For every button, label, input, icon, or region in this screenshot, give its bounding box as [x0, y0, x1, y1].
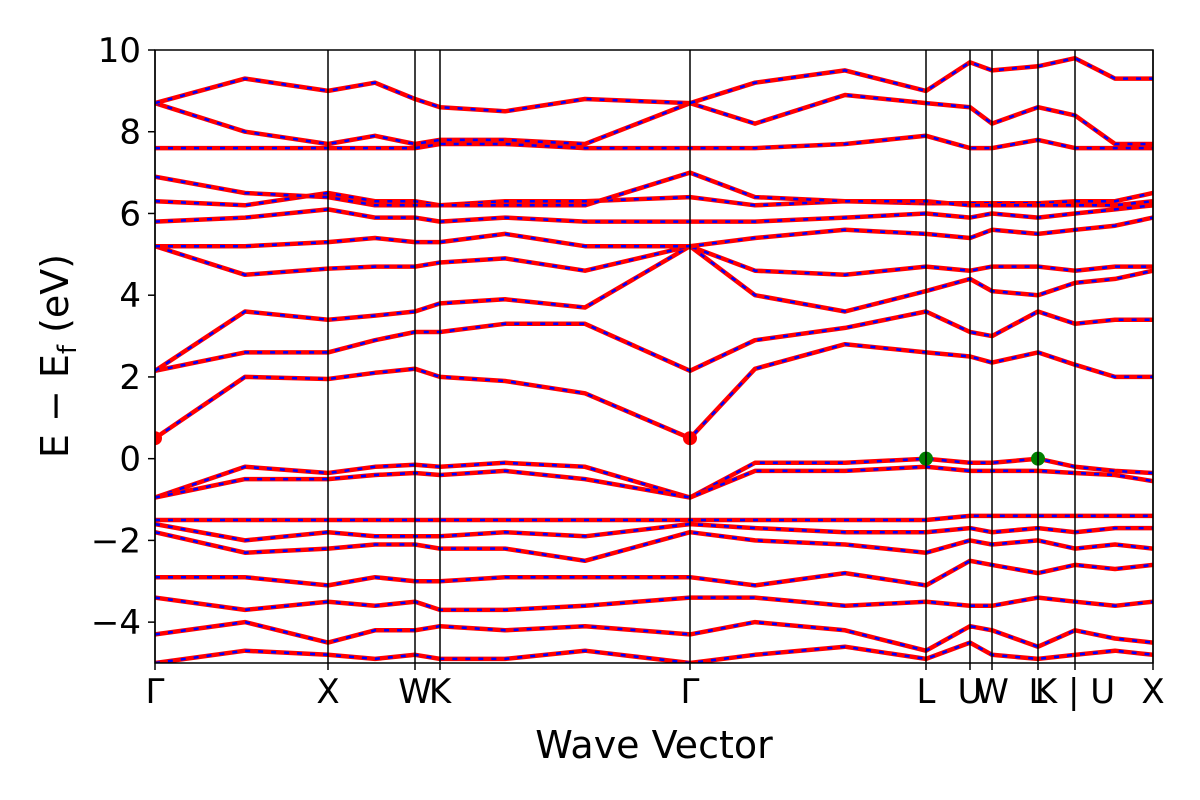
x-tick-label: W [398, 672, 432, 712]
y-label-main: E − E [33, 354, 77, 458]
band-line [155, 619, 1153, 653]
band-line [155, 640, 1153, 663]
x-tick-label: K | U [1035, 672, 1115, 712]
band-line-dashed [155, 342, 1153, 440]
band-line-dashed [155, 465, 1153, 499]
plot-area [155, 55, 1153, 663]
y-tick-label: −2 [91, 521, 141, 561]
band-line [155, 203, 1153, 224]
y-tick-label: 0 [119, 440, 141, 480]
y-label-unit: (eV) [33, 254, 77, 333]
band-line [155, 341, 1153, 441]
band-line [155, 521, 1153, 543]
x-tick-label: U [958, 672, 983, 712]
band-line-dashed [155, 171, 1153, 207]
x-tick-label: K [429, 672, 453, 712]
band-line-dashed [155, 641, 1153, 663]
x-tick-label: L [1029, 672, 1048, 712]
x-axis-label: Wave Vector [535, 723, 773, 767]
y-tick-label: 2 [119, 358, 141, 398]
x-tick-label: W [975, 672, 1009, 712]
y-tick-label: −4 [91, 603, 141, 643]
band-line-dashed [155, 559, 1153, 587]
x-tick-label: X [316, 672, 339, 712]
y-tick-label: 4 [119, 276, 141, 316]
y-tick-label: 6 [119, 194, 141, 234]
band-line [155, 595, 1153, 613]
extremum-point [155, 431, 162, 446]
band-line [155, 558, 1153, 588]
x-tick-label: Γ [681, 672, 700, 712]
band-line [155, 243, 1153, 278]
band-line [155, 92, 1153, 147]
x-tick-label: X [1141, 672, 1164, 712]
band-line [155, 55, 1153, 114]
band-line [155, 190, 1153, 208]
y-tick-label: 10 [98, 31, 141, 71]
band-line-dashed [155, 530, 1153, 563]
y-label-sub: f [53, 344, 83, 354]
x-tick-label: L [917, 672, 936, 712]
band-line-dashed [155, 310, 1153, 373]
x-tick-label: Γ [146, 672, 165, 712]
band-line-dashed [155, 514, 1153, 522]
y-axis-label: E − Ef (eV) [33, 254, 83, 458]
band-line-dashed [155, 620, 1153, 653]
y-tick-label: 8 [119, 113, 141, 153]
band-line-dashed [155, 216, 1153, 248]
band-line-dashed [155, 244, 1153, 372]
band-line-dashed [155, 134, 1153, 150]
